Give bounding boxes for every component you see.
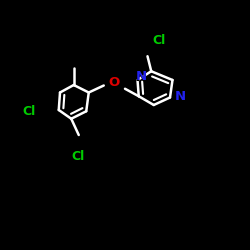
Text: Cl: Cl (151, 33, 166, 47)
Text: Cl: Cl (71, 150, 84, 163)
Text: N: N (174, 89, 186, 104)
Text: O: O (108, 75, 120, 90)
Text: N: N (135, 69, 147, 84)
Text: Cl: Cl (70, 149, 85, 163)
Text: Cl: Cl (22, 105, 36, 118)
Text: Cl: Cl (21, 104, 36, 118)
Text: N: N (136, 70, 147, 83)
Text: Cl: Cl (152, 34, 166, 46)
Text: N: N (174, 90, 186, 103)
Text: O: O (108, 76, 120, 89)
